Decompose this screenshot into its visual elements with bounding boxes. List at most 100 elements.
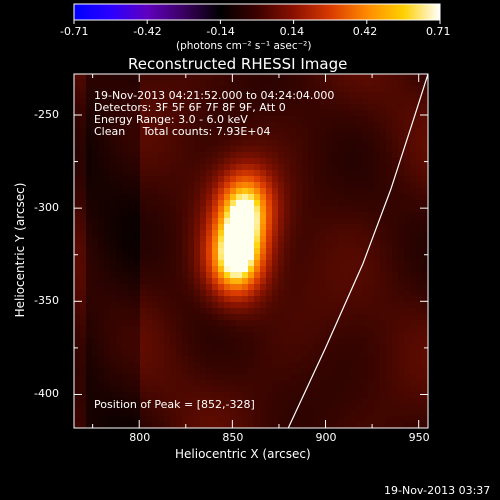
heatmap-cell (122, 206, 129, 213)
heatmap-cell (236, 320, 243, 327)
heatmap-cell (260, 80, 267, 87)
heatmap-cell (362, 98, 369, 105)
heatmap-cell (110, 266, 117, 273)
heatmap-cell (188, 122, 195, 129)
heatmap-cell (236, 74, 243, 81)
heatmap-cell (296, 194, 303, 201)
heatmap-cell (74, 320, 81, 327)
heatmap-cell (158, 392, 165, 399)
heatmap-cell (254, 194, 261, 201)
heatmap-cell (134, 134, 141, 141)
heatmap-cell (266, 404, 273, 411)
heatmap-cell (266, 374, 273, 381)
heatmap-cell (344, 416, 351, 423)
heatmap-cell (86, 398, 93, 405)
heatmap-cell (164, 218, 171, 225)
heatmap-cell (284, 230, 291, 237)
heatmap-cell (218, 350, 225, 357)
heatmap-cell (416, 164, 423, 171)
heatmap-cell (152, 320, 159, 327)
heatmap-cell (362, 308, 369, 315)
heatmap-cell (374, 212, 381, 219)
heatmap-cell (380, 392, 387, 399)
heatmap-cell (344, 272, 351, 279)
heatmap-cell (302, 206, 309, 213)
heatmap-cell (248, 98, 255, 105)
heatmap-cell (290, 422, 297, 428)
heatmap-cell (326, 302, 333, 309)
heatmap-cell (398, 98, 405, 105)
heatmap-cell (272, 344, 279, 351)
heatmap-cell (134, 74, 141, 81)
heatmap-cell (194, 110, 201, 117)
heatmap-cell (206, 350, 213, 357)
heatmap-cell (158, 80, 165, 87)
heatmap-cell (398, 80, 405, 87)
heatmap-cell (260, 164, 267, 171)
heatmap-cell (116, 236, 123, 243)
heatmap-cell (356, 212, 363, 219)
heatmap-cell (224, 176, 231, 183)
heatmap-cell (170, 104, 177, 111)
y-tick-label: -250 (34, 107, 59, 121)
heatmap-cell (164, 422, 171, 428)
heatmap-cell (254, 242, 261, 249)
heatmap-cell (194, 248, 201, 255)
heatmap-cell (266, 398, 273, 405)
heatmap-cell (230, 110, 237, 117)
heatmap-cell (350, 266, 357, 273)
heatmap-cell (80, 380, 87, 387)
heatmap-cell (116, 224, 123, 231)
heatmap-cell (398, 386, 405, 393)
heatmap-cell (152, 128, 159, 135)
heatmap-cell (236, 314, 243, 321)
heatmap-cell (92, 422, 99, 428)
heatmap-cell (326, 404, 333, 411)
heatmap-cell (80, 266, 87, 273)
heatmap-cell (410, 92, 417, 99)
heatmap-cell (296, 422, 303, 428)
heatmap-cell (266, 230, 273, 237)
heatmap-cell (230, 194, 237, 201)
heatmap-cell (368, 314, 375, 321)
heatmap-cell (176, 314, 183, 321)
heatmap-cell (368, 422, 375, 428)
heatmap-cell (200, 194, 207, 201)
heatmap-cell (350, 374, 357, 381)
heatmap-cell (320, 338, 327, 345)
heatmap-cell (74, 296, 81, 303)
heatmap-cell (350, 278, 357, 285)
heatmap-cell (380, 182, 387, 189)
heatmap-cell (362, 356, 369, 363)
heatmap-cell (176, 110, 183, 117)
heatmap-cell (284, 422, 291, 428)
heatmap-cell (224, 410, 231, 417)
heatmap-cell (398, 278, 405, 285)
heatmap-cell (92, 200, 99, 207)
heatmap-cell (332, 380, 339, 387)
heatmap-cell (116, 176, 123, 183)
heatmap-cell (308, 152, 315, 159)
heatmap-cell (284, 98, 291, 105)
heatmap-cell (422, 152, 428, 159)
heatmap-cell (392, 368, 399, 375)
heatmap-cell (110, 218, 117, 225)
heatmap-cell (80, 230, 87, 237)
heatmap-cell (182, 416, 189, 423)
heatmap-cell (416, 206, 423, 213)
heatmap-cell (248, 104, 255, 111)
heatmap-cell (164, 380, 171, 387)
heatmap-cell (326, 224, 333, 231)
heatmap-cell (188, 74, 195, 81)
heatmap-cell (254, 296, 261, 303)
heatmap-cell (194, 104, 201, 111)
heatmap-cell (404, 242, 411, 249)
heatmap-cell (164, 284, 171, 291)
heatmap-cell (254, 266, 261, 273)
heatmap-cell (386, 80, 393, 87)
heatmap-cell (98, 344, 105, 351)
heatmap-cell (74, 194, 81, 201)
heatmap-cell (416, 80, 423, 87)
heatmap-cell (272, 254, 279, 261)
heatmap-cell (380, 272, 387, 279)
